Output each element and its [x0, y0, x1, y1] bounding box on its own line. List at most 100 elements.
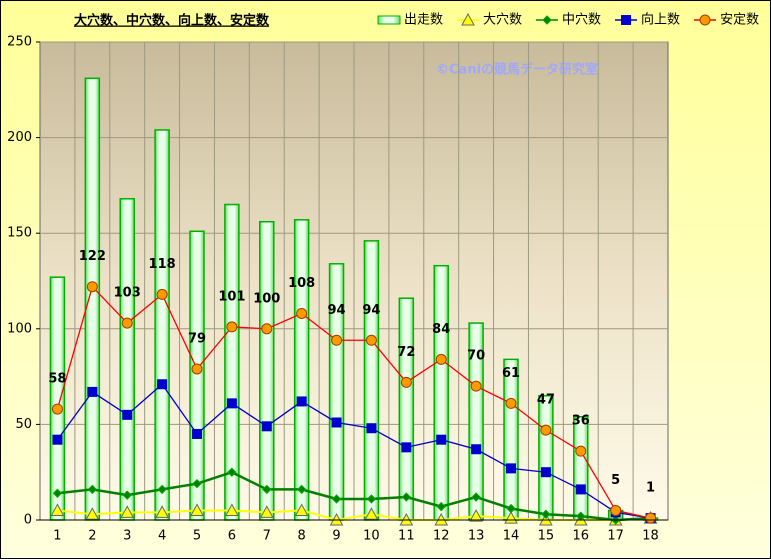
data-label: 61 — [502, 366, 520, 381]
bar — [293, 219, 310, 521]
marker — [227, 467, 237, 477]
marker — [401, 492, 412, 502]
marker — [296, 308, 308, 320]
marker — [435, 353, 447, 365]
bar — [49, 276, 66, 521]
marker — [331, 417, 342, 428]
marker — [575, 484, 586, 495]
data-label: 79 — [188, 331, 206, 346]
marker — [87, 484, 98, 495]
data-label: 94 — [328, 303, 346, 318]
data-label: 103 — [114, 286, 141, 301]
marker — [645, 512, 657, 524]
marker — [540, 467, 551, 478]
data-label: 101 — [218, 289, 245, 304]
marker — [366, 494, 377, 504]
marker — [156, 288, 168, 300]
line — [57, 470, 651, 522]
chart-title: 大穴数、中穴数、向上数、安定数 — [74, 13, 270, 29]
marker — [122, 490, 132, 500]
marker — [471, 444, 482, 455]
marker — [191, 363, 203, 375]
data-label: 118 — [149, 257, 176, 272]
marker — [122, 409, 133, 420]
marker — [436, 434, 447, 445]
marker — [471, 492, 481, 502]
marker — [52, 488, 63, 498]
marker — [294, 503, 309, 516]
x-tick-label: 10 — [363, 529, 380, 544]
marker — [190, 503, 204, 516]
x-tick-label: 8 — [298, 529, 306, 544]
bar — [398, 297, 415, 521]
data-label: 94 — [362, 303, 380, 318]
watermark: ©Caniの競馬データ研究室 — [436, 62, 598, 78]
marker — [157, 484, 167, 495]
marker — [470, 380, 482, 392]
marker — [262, 484, 272, 495]
marker — [296, 396, 307, 407]
marker — [331, 494, 342, 504]
x-tick-label: 13 — [468, 529, 485, 544]
marker — [192, 428, 202, 439]
x-tick-label: 7 — [263, 529, 271, 544]
bar — [433, 264, 449, 521]
bar — [259, 220, 275, 521]
data-label: 100 — [253, 291, 280, 306]
bar — [363, 240, 380, 521]
x-tick-label: 2 — [88, 529, 96, 544]
marker — [401, 442, 412, 453]
marker — [541, 509, 551, 519]
marker — [505, 397, 517, 409]
marker — [506, 503, 516, 514]
marker — [261, 323, 273, 335]
x-tick-label: 5 — [193, 529, 201, 544]
data-label: 58 — [48, 372, 66, 387]
legend-label: 向上数 — [641, 12, 680, 28]
bar — [119, 198, 135, 521]
marker — [366, 423, 377, 434]
marker — [225, 503, 239, 516]
data-label: 72 — [397, 345, 415, 360]
x-tick-label: 14 — [503, 529, 520, 544]
data-label: 36 — [572, 414, 590, 429]
bar — [189, 230, 205, 521]
marker — [261, 421, 272, 432]
y-tick-label: 200 — [7, 130, 32, 145]
marker — [542, 15, 552, 25]
marker — [51, 403, 63, 415]
x-tick-label: 1 — [53, 529, 61, 544]
marker — [259, 505, 274, 518]
marker — [86, 281, 98, 293]
legend-swatch — [377, 15, 401, 25]
legend-label: 大穴数 — [483, 13, 522, 28]
x-tick-label: 18 — [642, 529, 659, 544]
bar — [503, 358, 519, 521]
marker — [575, 445, 587, 457]
line — [56, 383, 651, 519]
marker — [621, 15, 632, 25]
x-tick-label: 11 — [398, 529, 415, 544]
bar — [538, 394, 554, 521]
marker — [226, 321, 238, 333]
data-label: 1 — [646, 481, 655, 496]
bar — [573, 416, 589, 521]
x-tick-label: 3 — [123, 529, 131, 544]
marker — [331, 334, 343, 346]
x-tick-label: 9 — [332, 529, 340, 544]
x-tick-label: 6 — [228, 529, 236, 544]
marker — [120, 505, 135, 518]
marker — [461, 12, 475, 26]
bar — [84, 77, 101, 521]
data-label: 84 — [432, 322, 450, 337]
x-tick-label: 4 — [158, 529, 166, 544]
marker — [296, 484, 307, 495]
data-label: 5 — [611, 473, 620, 488]
y-tick-label: 0 — [24, 513, 32, 528]
marker — [87, 386, 98, 397]
data-label: 122 — [79, 249, 106, 264]
marker — [121, 317, 133, 329]
marker — [610, 504, 622, 516]
data-label: 70 — [467, 349, 485, 364]
